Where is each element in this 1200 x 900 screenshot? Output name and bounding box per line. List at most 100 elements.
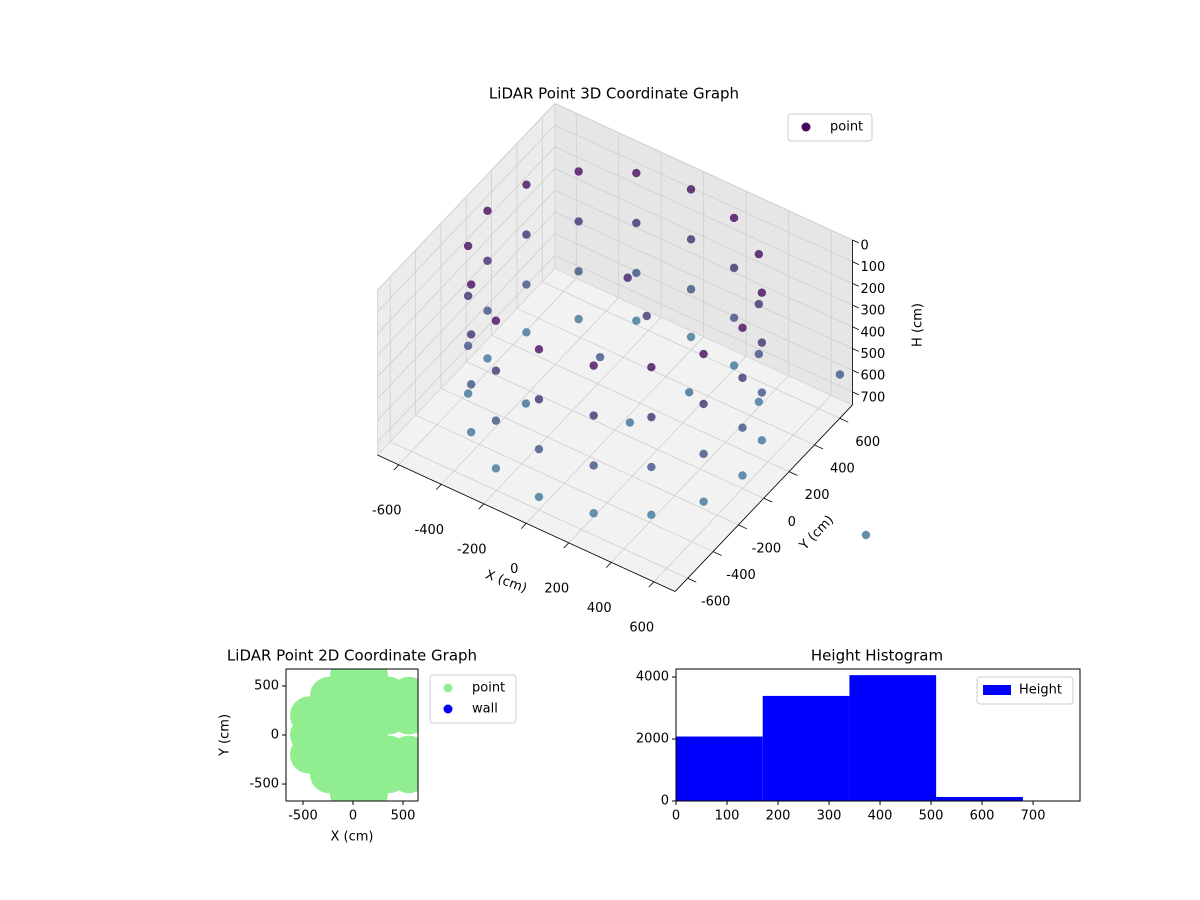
- point: [757, 388, 767, 397]
- point: [589, 461, 598, 470]
- tick-mark: [478, 503, 485, 510]
- point: [483, 206, 492, 216]
- tick-mark: [852, 283, 859, 287]
- point: [699, 449, 708, 459]
- y-axis-label: Y (cm): [218, 714, 233, 757]
- point: [647, 412, 656, 422]
- bar: [849, 675, 937, 801]
- legend-label: point: [830, 120, 863, 135]
- grid-line: [554, 189, 853, 328]
- z-tick-label: 500: [860, 347, 885, 362]
- grid-line: [466, 361, 764, 499]
- grid-line: [554, 255, 853, 393]
- point: [491, 366, 501, 375]
- z-tick-label: 300: [860, 304, 885, 319]
- point: [686, 185, 696, 194]
- tick-mark: [393, 464, 400, 471]
- tick-mark: [763, 497, 773, 503]
- legend-label: Height: [1019, 683, 1062, 698]
- point: [647, 362, 656, 372]
- point: [483, 306, 492, 315]
- point: [647, 510, 656, 520]
- x-tick-label: 200: [766, 809, 791, 824]
- z-tick-label: 0: [860, 238, 868, 253]
- legend-marker: [443, 704, 453, 714]
- point: [738, 423, 747, 432]
- chart-title: LiDAR Point 3D Coordinate Graph: [489, 85, 739, 103]
- tick-mark: [648, 581, 655, 588]
- x-tick-label: 0: [510, 562, 518, 577]
- axis-line: [377, 454, 676, 592]
- point: [466, 330, 476, 339]
- point: [623, 273, 632, 282]
- x-tick-label: -200: [457, 542, 487, 557]
- grid-line: [440, 388, 739, 526]
- point: [491, 464, 501, 473]
- point: [754, 299, 764, 309]
- point: [835, 370, 845, 379]
- point: [738, 373, 747, 382]
- tick-mark: [738, 524, 748, 530]
- z-tick-label: 100: [860, 260, 885, 275]
- point: [466, 427, 476, 437]
- y-tick-label: 0: [788, 515, 796, 530]
- x-tick-label: 0: [349, 809, 357, 824]
- y-tick-label: -600: [701, 595, 731, 610]
- point: [861, 530, 871, 540]
- tick-mark: [852, 391, 859, 396]
- y-tick-label: 400: [830, 461, 855, 476]
- point: [466, 380, 476, 389]
- x-tick-label: 500: [919, 809, 944, 824]
- point: [534, 345, 544, 354]
- point: [699, 497, 708, 506]
- z-axis-label: H (cm): [911, 303, 926, 347]
- point: [729, 313, 739, 322]
- point: [729, 213, 739, 223]
- grid-line: [554, 211, 853, 349]
- point: [483, 256, 492, 265]
- point: [463, 389, 473, 398]
- point: [574, 167, 583, 176]
- axes-frame: [675, 668, 1081, 802]
- grid-line: [377, 190, 556, 378]
- point: [522, 180, 531, 189]
- point: [589, 361, 598, 370]
- point: [642, 311, 651, 321]
- grid-line: [554, 168, 853, 306]
- point: [491, 316, 501, 325]
- x-tick-label: -500: [288, 809, 318, 824]
- plot-area: [290, 669, 418, 801]
- tick-mark: [435, 484, 442, 490]
- legend-box: [976, 676, 1074, 705]
- point: [757, 338, 767, 347]
- point: [463, 241, 473, 251]
- x-tick-label: -600: [372, 503, 402, 518]
- point: [632, 218, 641, 228]
- point: [686, 332, 696, 342]
- point: [483, 354, 492, 363]
- point: [522, 280, 531, 289]
- grid-line: [377, 168, 556, 356]
- x-tick-label: 400: [587, 601, 612, 616]
- x-tick-label: 100: [715, 809, 740, 824]
- point: [686, 235, 696, 244]
- y-tick-label: 0: [661, 794, 669, 809]
- grid-line: [377, 103, 556, 291]
- point: [491, 416, 501, 425]
- chart-title: Height Histogram: [811, 647, 943, 665]
- legend-box: [787, 113, 873, 142]
- y-tick-label: 0: [271, 728, 279, 743]
- point: [738, 471, 747, 480]
- point: [589, 411, 598, 420]
- y-tick-label: 4000: [636, 669, 669, 684]
- y-tick-label: 2000: [636, 731, 669, 746]
- y-tick-label: -200: [752, 541, 782, 556]
- x-tick-label: 200: [544, 581, 569, 596]
- tick-mark: [788, 471, 798, 476]
- tick-mark: [605, 562, 612, 568]
- point: [757, 436, 767, 445]
- grid-line: [377, 233, 556, 421]
- point: [729, 361, 739, 370]
- grid-line: [377, 146, 556, 334]
